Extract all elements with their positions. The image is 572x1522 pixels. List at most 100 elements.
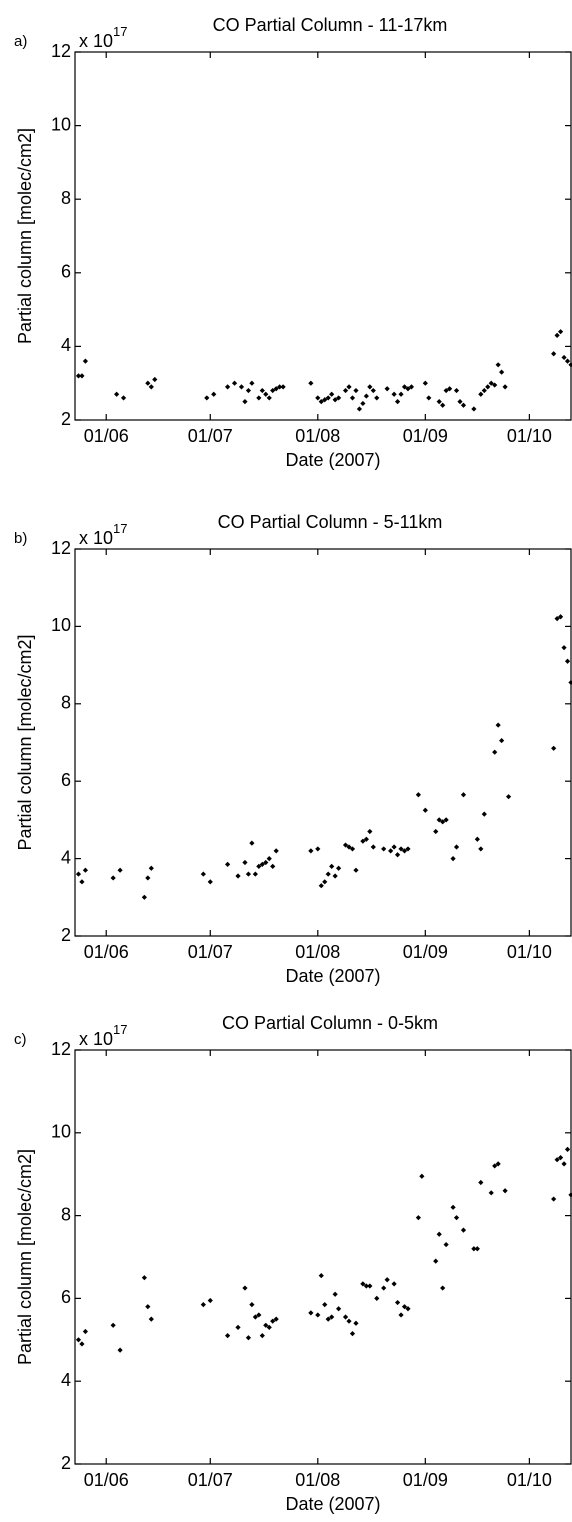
y-tick-label: 6: [61, 1287, 71, 1307]
plot-frame: [74, 51, 572, 421]
point: [422, 807, 428, 813]
point: [200, 1302, 206, 1308]
point: [481, 811, 487, 817]
y-axis-label: Partial column [molec/cm2]: [15, 1149, 35, 1365]
point: [450, 856, 456, 862]
point: [322, 397, 328, 403]
point: [235, 873, 241, 879]
point: [273, 1316, 279, 1322]
point: [564, 358, 571, 364]
point: [325, 871, 331, 877]
point: [388, 848, 394, 854]
x-tick-label: 01/10: [507, 426, 552, 446]
x-tick-label: 01/07: [188, 942, 233, 962]
panel-label: c): [14, 1031, 27, 1048]
multiplier-exponent: 17: [113, 521, 127, 536]
panel: 2 4 6 8 10 12 01/06 01/07 01/08 01/09 01/10 Date (2…: [14, 512, 572, 986]
point: [401, 384, 408, 390]
plot-frame: [74, 548, 572, 937]
point: [120, 395, 127, 401]
point: [471, 406, 477, 412]
point: [308, 380, 314, 386]
point: [457, 399, 463, 405]
x-tick-label: 01/07: [188, 1470, 233, 1490]
point: [505, 794, 512, 800]
point: [249, 840, 255, 846]
point: [342, 842, 349, 848]
point: [145, 1304, 151, 1310]
point: [266, 856, 272, 862]
point: [110, 875, 116, 881]
point: [488, 380, 494, 386]
x-axis-label: Date (2007): [285, 450, 380, 470]
point: [367, 1283, 373, 1289]
x-tick-label: 01/09: [403, 426, 448, 446]
point: [349, 846, 356, 852]
point: [79, 1341, 85, 1347]
point: [75, 871, 82, 877]
point: [256, 1312, 262, 1318]
point: [308, 1310, 314, 1316]
point: [398, 1312, 404, 1318]
point: [256, 395, 262, 401]
point: [360, 400, 366, 407]
point: [485, 384, 491, 390]
point: [329, 391, 335, 397]
point: [436, 1231, 442, 1237]
x-tick-label: 01/08: [295, 942, 340, 962]
y-tick-label: 10: [51, 114, 71, 134]
point: [495, 722, 501, 728]
point: [478, 391, 484, 397]
point: [280, 384, 286, 390]
point: [349, 395, 356, 401]
point: [561, 354, 567, 361]
point: [342, 1314, 349, 1320]
point: [401, 1304, 408, 1310]
point: [259, 1333, 265, 1339]
point: [145, 875, 151, 881]
point: [141, 894, 147, 900]
point: [259, 387, 265, 394]
y-tick-label: 2: [61, 925, 71, 945]
point: [75, 1337, 82, 1343]
x-tick-label: 01/09: [403, 942, 448, 962]
y-tick-label: 12: [51, 538, 71, 558]
point: [322, 879, 328, 885]
y-multiplier: x 1017: [79, 1022, 128, 1048]
point: [356, 406, 363, 412]
point: [249, 380, 255, 386]
y-tick-label: 2: [61, 409, 71, 429]
point: [242, 1285, 248, 1291]
point: [336, 1306, 342, 1312]
point: [82, 1328, 89, 1335]
point: [374, 395, 380, 401]
point: [353, 867, 359, 873]
point: [450, 1204, 456, 1210]
point: [492, 749, 498, 755]
point: [453, 387, 460, 394]
point: [453, 844, 460, 850]
point: [363, 393, 369, 399]
point: [242, 399, 248, 405]
point: [231, 380, 238, 386]
y-tick-label: 12: [51, 1039, 71, 1059]
x-tick-label: 01/08: [295, 1470, 340, 1490]
point: [332, 1291, 338, 1297]
point: [492, 382, 498, 388]
multiplier-base: x 10: [79, 1029, 113, 1049]
point: [353, 1320, 359, 1326]
point: [318, 883, 324, 889]
point: [405, 1306, 411, 1312]
point: [152, 376, 158, 383]
y-tick-label: 8: [61, 693, 71, 713]
point: [259, 861, 265, 868]
y-tick-label: 10: [51, 615, 71, 635]
point: [440, 402, 446, 408]
point: [554, 616, 560, 622]
multiplier-base: x 10: [79, 31, 113, 51]
point: [568, 362, 572, 368]
point: [481, 387, 487, 394]
point: [551, 745, 557, 751]
point: [82, 358, 89, 364]
